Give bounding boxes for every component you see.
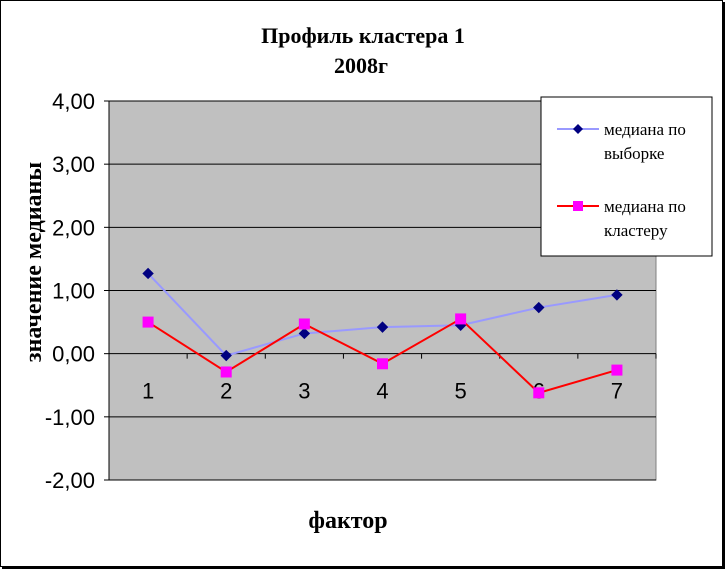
y-tick-label: 2,00 (52, 215, 95, 240)
y-tick-label: 1,00 (52, 279, 95, 304)
x-category-label: 3 (298, 379, 310, 404)
legend: медиана по выборке медиана по кластеру (540, 96, 713, 257)
data-point-square (377, 358, 388, 370)
x-category-label: 7 (611, 379, 623, 404)
x-category-label: 2 (220, 379, 232, 404)
y-tick-label: 0,00 (52, 342, 95, 367)
legend-label: выборке (604, 144, 664, 163)
x-category-label: 4 (376, 379, 388, 404)
data-point-square (142, 316, 154, 328)
x-axis-title: фактор (308, 508, 387, 534)
data-point-diamond (533, 301, 545, 314)
legend-marker-diamond (573, 124, 583, 134)
data-point-square (533, 387, 545, 399)
chart-title: Профиль кластера 1 (261, 23, 465, 48)
data-point-diamond (220, 349, 232, 362)
chart-subtitle: 2008г (334, 53, 388, 78)
y-tick-label: -1,00 (45, 405, 95, 430)
data-point-diamond (376, 321, 389, 333)
data-point-diamond (611, 289, 623, 301)
x-category-label: 1 (142, 379, 154, 404)
data-point-diamond (298, 327, 311, 340)
y-tick-label: -2,00 (45, 468, 95, 493)
x-axis-categories: 1234567 (108, 353, 657, 404)
series-layer (142, 267, 623, 399)
data-point-square (298, 318, 310, 330)
legend-label: медиана по (604, 120, 686, 139)
legend-label: кластеру (604, 221, 668, 240)
legend-label: медиана по (604, 197, 686, 216)
data-point-square (455, 313, 467, 325)
x-category-label: 5 (455, 379, 467, 404)
legend-marker-square (573, 201, 583, 211)
y-axis-title: значение медианы (21, 162, 47, 362)
data-point-square (611, 364, 623, 376)
data-point-diamond (142, 267, 154, 280)
data-point-square (220, 366, 232, 378)
y-tick-label: 3,00 (52, 152, 95, 177)
y-axis-ticks: 4,00 3,00 2,00 1,00 0,00 -1,00 -2,00 (45, 89, 110, 493)
y-tick-label: 4,00 (52, 89, 95, 114)
legend-box (540, 96, 713, 257)
